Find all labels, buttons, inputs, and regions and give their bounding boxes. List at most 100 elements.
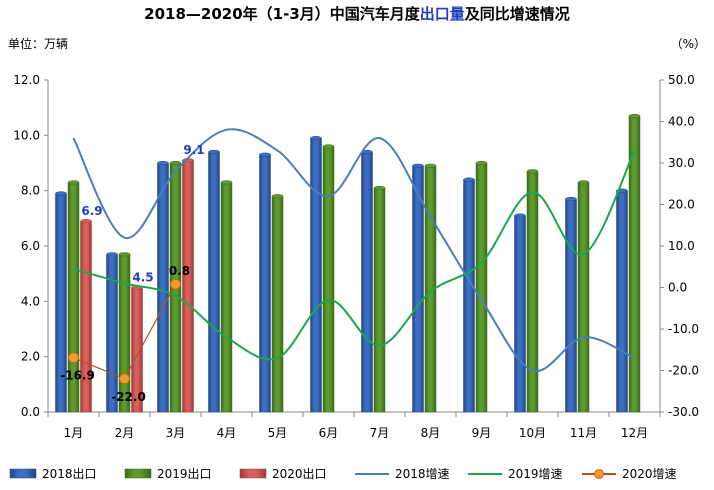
bar-2018出口 — [208, 151, 220, 413]
y-right-tick-label: -10.0 — [668, 322, 699, 336]
legend-marker-2020增速 — [594, 469, 604, 479]
bar-2018出口 — [361, 151, 373, 413]
legend-swatch-2020出口 — [239, 468, 267, 479]
bar-top-2019出口 — [322, 144, 335, 149]
bar-2018出口 — [463, 179, 475, 413]
chart-title-prefix: 2018—2020年（1-3月）中国汽车月度 — [144, 5, 421, 23]
bar-top-2019出口 — [373, 185, 386, 190]
y-right-tick-label: 40.0 — [668, 115, 695, 129]
bar-top-2019出口 — [526, 169, 539, 174]
y-left-tick-label: 4.0 — [21, 294, 40, 308]
bar-top-2019出口 — [118, 252, 131, 257]
bar-2020出口 — [80, 220, 92, 413]
y-left-tick-label: 0.0 — [21, 405, 40, 419]
x-tick-label: 9月 — [472, 426, 492, 440]
legend-label: 2020出口 — [272, 467, 327, 481]
line-2018增速 — [72, 128, 635, 373]
y-right-tick-label: 50.0 — [668, 73, 695, 87]
chart-title-highlight: 出口量 — [420, 5, 465, 23]
legend-label: 2019增速 — [508, 467, 563, 481]
line-2019增速 — [73, 150, 636, 361]
bar-2018出口 — [514, 215, 526, 413]
y-left-tick-label: 8.0 — [21, 184, 40, 198]
line-marks — [68, 128, 636, 385]
y-right-tick-label: -30.0 — [668, 405, 699, 419]
x-tick-label: 6月 — [319, 426, 339, 440]
bar-top-2018出口 — [514, 213, 526, 218]
bar-top-2018出口 — [463, 177, 475, 182]
x-tick-label: 3月 — [166, 426, 186, 440]
bar-2019出口 — [373, 187, 386, 413]
bar-data-label: 4.5 — [132, 271, 153, 285]
bar-top-2018出口 — [565, 196, 577, 202]
bar-2019出口 — [322, 146, 335, 413]
bar-2019出口 — [475, 162, 488, 413]
bar-2018出口 — [616, 190, 628, 413]
bar-2019出口 — [118, 254, 131, 413]
bar-top-2018出口 — [259, 152, 271, 157]
point-2020增速 — [119, 373, 130, 385]
legend-swatch-2019出口 — [124, 468, 152, 479]
bar-2019出口 — [271, 195, 284, 413]
y-right-tick-label: 20.0 — [668, 198, 695, 212]
x-tick-label: 1月 — [64, 426, 84, 440]
bar-top-2019出口 — [169, 160, 182, 166]
y-right-tick-label: 30.0 — [668, 156, 695, 170]
bar-top-2018出口 — [208, 149, 220, 154]
bar-data-label: 9.1 — [183, 143, 204, 157]
bar-top-2018出口 — [412, 163, 424, 168]
chart-title: 2018—2020年（1-3月）中国汽车月度出口量及同比增速情况 — [144, 5, 570, 23]
y-left-ticks: 0.0 2.0 4.0 6.0 8.0 10.0 12.0 — [13, 73, 48, 419]
legend: 2018出口 2019出口 2020出口 2018增速 2019增速 2020增速 — [9, 467, 677, 481]
bar-top-2019出口 — [220, 180, 233, 185]
x-tick-label: 12月 — [621, 426, 648, 440]
bar-marks — [55, 113, 641, 413]
y-right-tick-label: 0.0 — [668, 281, 687, 295]
y-right-tick-label: -20.0 — [668, 364, 699, 378]
y-left-tick-label: 10.0 — [13, 128, 40, 142]
x-tick-label: 7月 — [370, 426, 390, 440]
y-right-tick-label: 10.0 — [668, 239, 695, 253]
bar-top-2018出口 — [55, 191, 67, 196]
bar-2018出口 — [259, 154, 271, 413]
bar-2020出口 — [182, 159, 194, 413]
line-data-label: -22.0 — [111, 390, 146, 404]
x-axis-ticks: 1月 2月 3月 4月 5月 6月 7月 8月 9月 10月 11月 12月 — [47, 412, 661, 440]
legend-label: 2019出口 — [157, 467, 212, 481]
y-left-tick-label: 12.0 — [13, 73, 40, 87]
bar-top-2019出口 — [67, 180, 80, 185]
bar-2018出口 — [565, 198, 577, 413]
line-data-label: -16.9 — [60, 369, 95, 383]
legend-label: 2018增速 — [395, 467, 450, 481]
bar-2018出口 — [310, 137, 322, 413]
legend-swatch-2018出口 — [9, 468, 37, 479]
legend-label: 2020增速 — [622, 467, 677, 481]
line-data-label: 0.8 — [169, 264, 190, 278]
bar-2019出口 — [577, 182, 590, 413]
legend-label: 2018出口 — [42, 467, 97, 481]
bar-top-2019出口 — [628, 113, 641, 119]
x-tick-label: 10月 — [519, 426, 546, 440]
point-2020增速 — [170, 278, 181, 290]
bar-top-2020出口 — [80, 219, 92, 224]
bar-top-2019出口 — [577, 180, 590, 185]
bar-top-2019出口 — [271, 194, 284, 199]
bar-2019出口 — [220, 182, 233, 413]
bar-2018出口 — [157, 162, 169, 413]
x-tick-label: 4月 — [217, 426, 237, 440]
y-left-tick-label: 2.0 — [21, 350, 40, 364]
y-left-tick-label: 6.0 — [21, 239, 40, 253]
bar-2019出口 — [526, 171, 539, 413]
data-labels: 6.9 4.5 9.1 -16.9 -22.0 0.8 — [60, 143, 204, 404]
bar-top-2019出口 — [424, 163, 437, 168]
bar-top-2019出口 — [475, 160, 488, 166]
point-2020增速 — [68, 352, 79, 364]
bar-top-2018出口 — [106, 252, 118, 257]
y-right-ticks: -30.0 -20.0 -10.0 0.0 10.0 20.0 30.0 40.0 50.0 — [660, 73, 699, 419]
y-right-unit-label: （%） — [671, 37, 706, 51]
x-tick-label: 2月 — [115, 426, 135, 440]
bar-top-2018出口 — [157, 160, 169, 166]
y-left-unit-label: 单位：万辆 — [8, 36, 68, 51]
x-tick-label: 8月 — [421, 426, 441, 440]
